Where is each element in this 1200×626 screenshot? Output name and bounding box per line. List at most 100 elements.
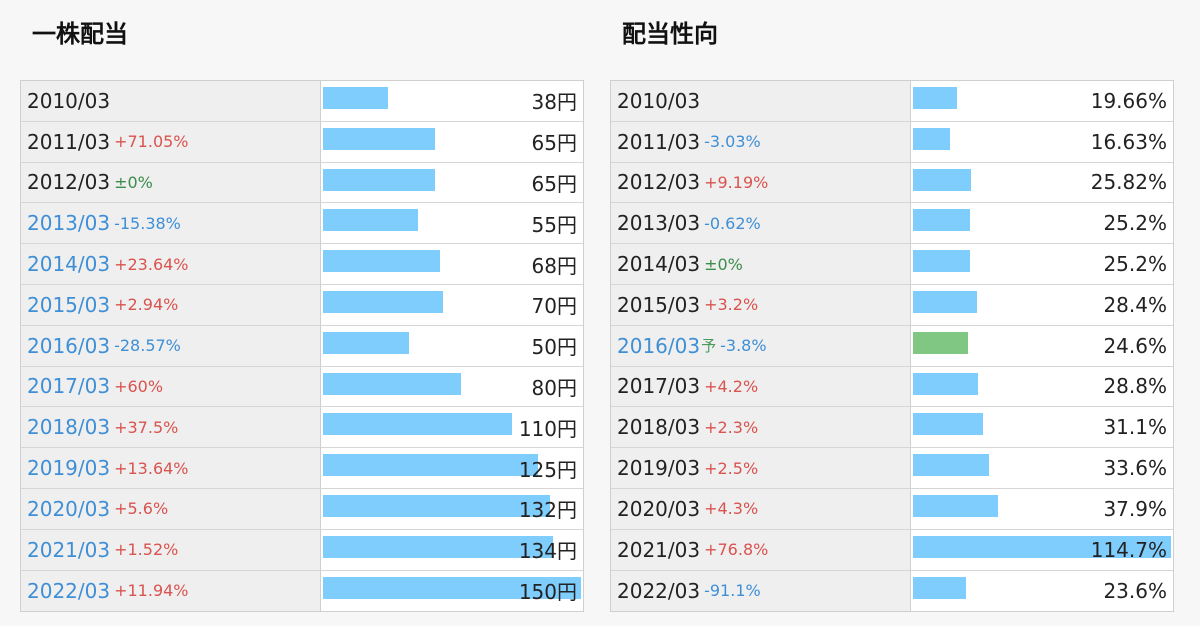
value-label: 28.8%: [1103, 374, 1167, 399]
year-cell: 2021/03 +1.52%: [21, 529, 321, 570]
value-bar: [323, 168, 435, 191]
year-cell: 2018/03 +2.3%: [611, 407, 911, 448]
year-link[interactable]: 2017/03: [27, 374, 111, 399]
dividend-row: 2022/03 +11.94% 150円: [21, 570, 583, 612]
bar-cell: 65円: [321, 121, 583, 162]
year-label: 2012/03: [27, 170, 111, 195]
year-cell: 2016/03 予 -3.8%: [611, 325, 911, 366]
bar-cell: 55円: [321, 203, 583, 244]
value-bar: [323, 127, 435, 150]
value-label: 19.66%: [1090, 88, 1167, 113]
year-link[interactable]: 2018/03: [27, 415, 111, 440]
value-label: 70円: [531, 294, 577, 319]
value-label: 33.6%: [1103, 456, 1167, 481]
value-label: 110円: [518, 416, 577, 441]
year-cell: 2016/03 -28.57%: [21, 325, 321, 366]
bar-cell: 38円: [321, 81, 583, 121]
bar-cell: 24.6%: [911, 325, 1173, 366]
value-bar: [913, 250, 970, 273]
year-link[interactable]: 2015/03: [27, 292, 111, 317]
year-label: 2011/03: [617, 129, 701, 154]
value-label: 150円: [518, 580, 577, 605]
payout-row: 2014/03 ±0% 25.2%: [611, 244, 1173, 285]
value-label: 132円: [518, 498, 577, 523]
value-label: 55円: [531, 212, 577, 237]
payout-row: 2012/03 +9.19% 25.82%: [611, 162, 1173, 204]
bar-cell: 19.66%: [911, 81, 1173, 121]
year-cell: 2019/03 +2.5%: [611, 448, 911, 488]
year-cell: 2012/03 ±0%: [21, 162, 321, 203]
dividend-per-share-title: 一株配当: [32, 20, 128, 48]
change-percent: +71.05%: [114, 132, 189, 152]
payout-row: 2020/03 +4.3% 37.9%: [611, 488, 1173, 530]
year-cell: 2015/03 +3.2%: [611, 284, 911, 325]
change-percent: +76.8%: [704, 540, 769, 560]
year-label: 2014/03: [617, 252, 701, 277]
bar-cell: 25.2%: [911, 244, 1173, 284]
value-label: 134円: [518, 539, 577, 564]
bar-cell: 28.4%: [911, 284, 1173, 325]
dividend-row: 2015/03 +2.94% 70円: [21, 284, 583, 326]
year-link[interactable]: 2021/03: [27, 537, 111, 562]
dividend-row: 2014/03 +23.64% 68円: [21, 244, 583, 285]
value-label: 37.9%: [1103, 496, 1167, 521]
bar-cell: 25.2%: [911, 203, 1173, 244]
dividend-row: 2019/03 +13.64% 125円: [21, 448, 583, 489]
change-percent: +3.2%: [704, 295, 759, 315]
year-cell: 2019/03 +13.64%: [21, 448, 321, 488]
year-label: 2017/03: [617, 374, 701, 399]
change-percent: +60%: [114, 376, 164, 396]
dividend-per-share-table: 2010/03 38円 2011/03 +71.05% 65円 2012/03 ±0% 65円…: [20, 80, 584, 613]
dividend-row: 2018/03 +37.5% 110円: [21, 407, 583, 449]
change-percent: +13.64%: [114, 458, 189, 478]
value-label: 23.6%: [1103, 578, 1167, 603]
payout-row: 2016/03 予 -3.8% 24.6%: [611, 325, 1173, 367]
value-label: 125円: [518, 457, 577, 482]
change-percent: +2.3%: [704, 417, 759, 437]
value-bar: [913, 413, 983, 436]
value-label: 31.1%: [1103, 415, 1167, 440]
year-label: 2015/03: [617, 292, 701, 317]
year-link[interactable]: 2016/03: [27, 333, 111, 358]
year-link[interactable]: 2020/03: [27, 496, 111, 521]
year-cell: 2013/03 -0.62%: [611, 203, 911, 244]
year-cell: 2017/03 +4.2%: [611, 366, 911, 407]
year-link[interactable]: 2014/03: [27, 252, 111, 277]
payout-row: 2018/03 +2.3% 31.1%: [611, 407, 1173, 449]
year-cell: 2022/03 -91.1%: [611, 570, 911, 612]
change-percent: -15.38%: [114, 213, 181, 233]
change-percent: -28.57%: [114, 336, 181, 356]
bar-cell: 70円: [321, 284, 583, 325]
dividend-row: 2010/03 38円: [21, 81, 583, 122]
value-bar: [913, 290, 977, 313]
value-bar: [913, 127, 951, 150]
value-bar: [323, 535, 554, 558]
year-link[interactable]: 2019/03: [27, 456, 111, 481]
change-percent: +2.5%: [704, 458, 759, 478]
year-link[interactable]: 2016/03: [617, 333, 701, 358]
bar-cell: 33.6%: [911, 448, 1173, 488]
value-bar: [913, 454, 989, 477]
payout-row: 2022/03 -91.1% 23.6%: [611, 570, 1173, 612]
change-percent: +4.2%: [704, 376, 759, 396]
value-label: 25.2%: [1103, 252, 1167, 277]
year-cell: 2015/03 +2.94%: [21, 284, 321, 325]
value-bar: [913, 494, 999, 517]
year-label: 2010/03: [27, 88, 111, 113]
value-bar: [323, 454, 538, 477]
year-link[interactable]: 2013/03: [27, 211, 111, 236]
year-cell: 2011/03 +71.05%: [21, 121, 321, 162]
year-link[interactable]: 2022/03: [27, 578, 111, 603]
bar-cell: 114.7%: [911, 529, 1173, 570]
value-label: 38円: [531, 90, 577, 115]
year-cell: 2020/03 +4.3%: [611, 488, 911, 529]
year-cell: 2010/03: [21, 81, 321, 121]
change-percent: +11.94%: [114, 581, 189, 601]
value-bar: [913, 87, 958, 109]
value-bar: [913, 576, 967, 599]
bar-cell: 16.63%: [911, 121, 1173, 162]
value-bar: [913, 209, 970, 232]
value-label: 65円: [531, 131, 577, 156]
dividend-row: 2011/03 +71.05% 65円: [21, 121, 583, 163]
change-percent: -3.8%: [720, 336, 767, 356]
